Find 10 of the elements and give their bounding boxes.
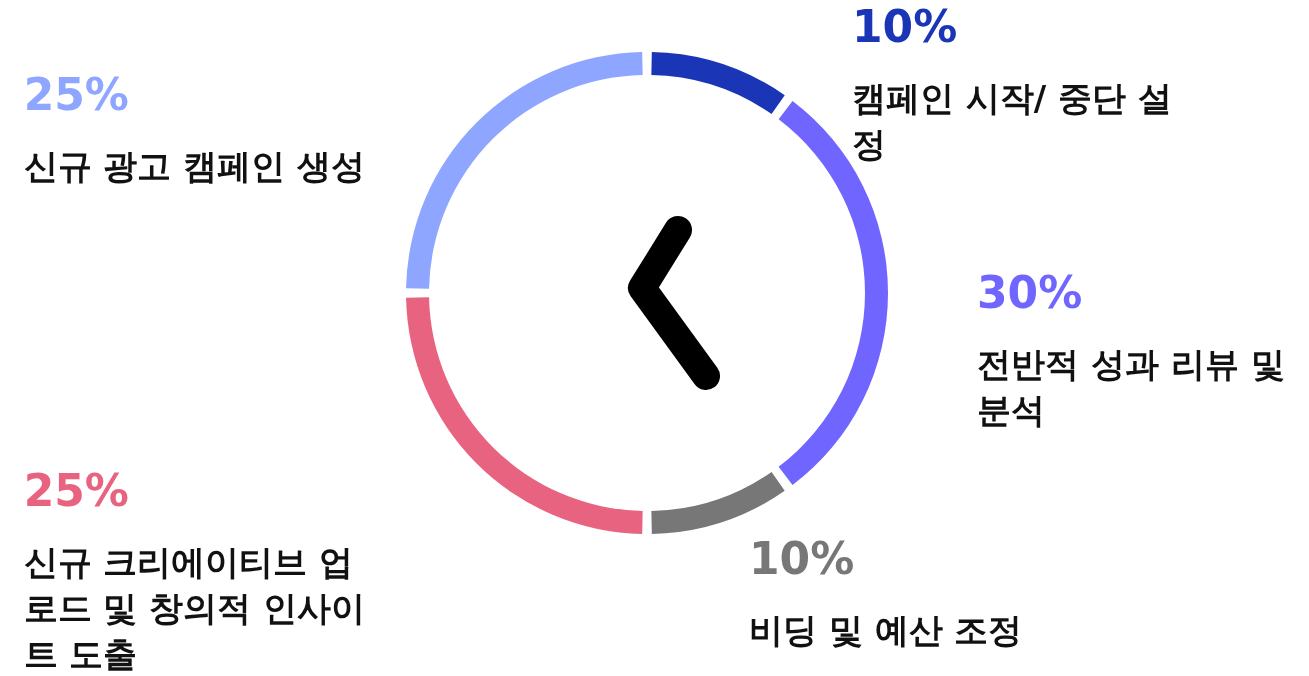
slice-label: 비딩 및 예산 조정	[748, 609, 1024, 653]
data-label: 30%	[977, 267, 1084, 319]
slice-label: 전반적 성과 리뷰 및 분석	[977, 343, 1286, 432]
data-label: 25%	[23, 69, 130, 121]
slice-label: 신규 광고 캠페인 생성	[23, 145, 367, 188]
data-label: 10%	[748, 533, 856, 586]
data-label: 25%	[23, 464, 130, 517]
data-label: 10%	[852, 0, 959, 53]
slice-label: 캠페인 시작/ 중단 설정	[852, 76, 1173, 166]
slice-label: 신규 크리에이티브 업로드 및 창의적 인사이트 도출	[23, 541, 367, 676]
